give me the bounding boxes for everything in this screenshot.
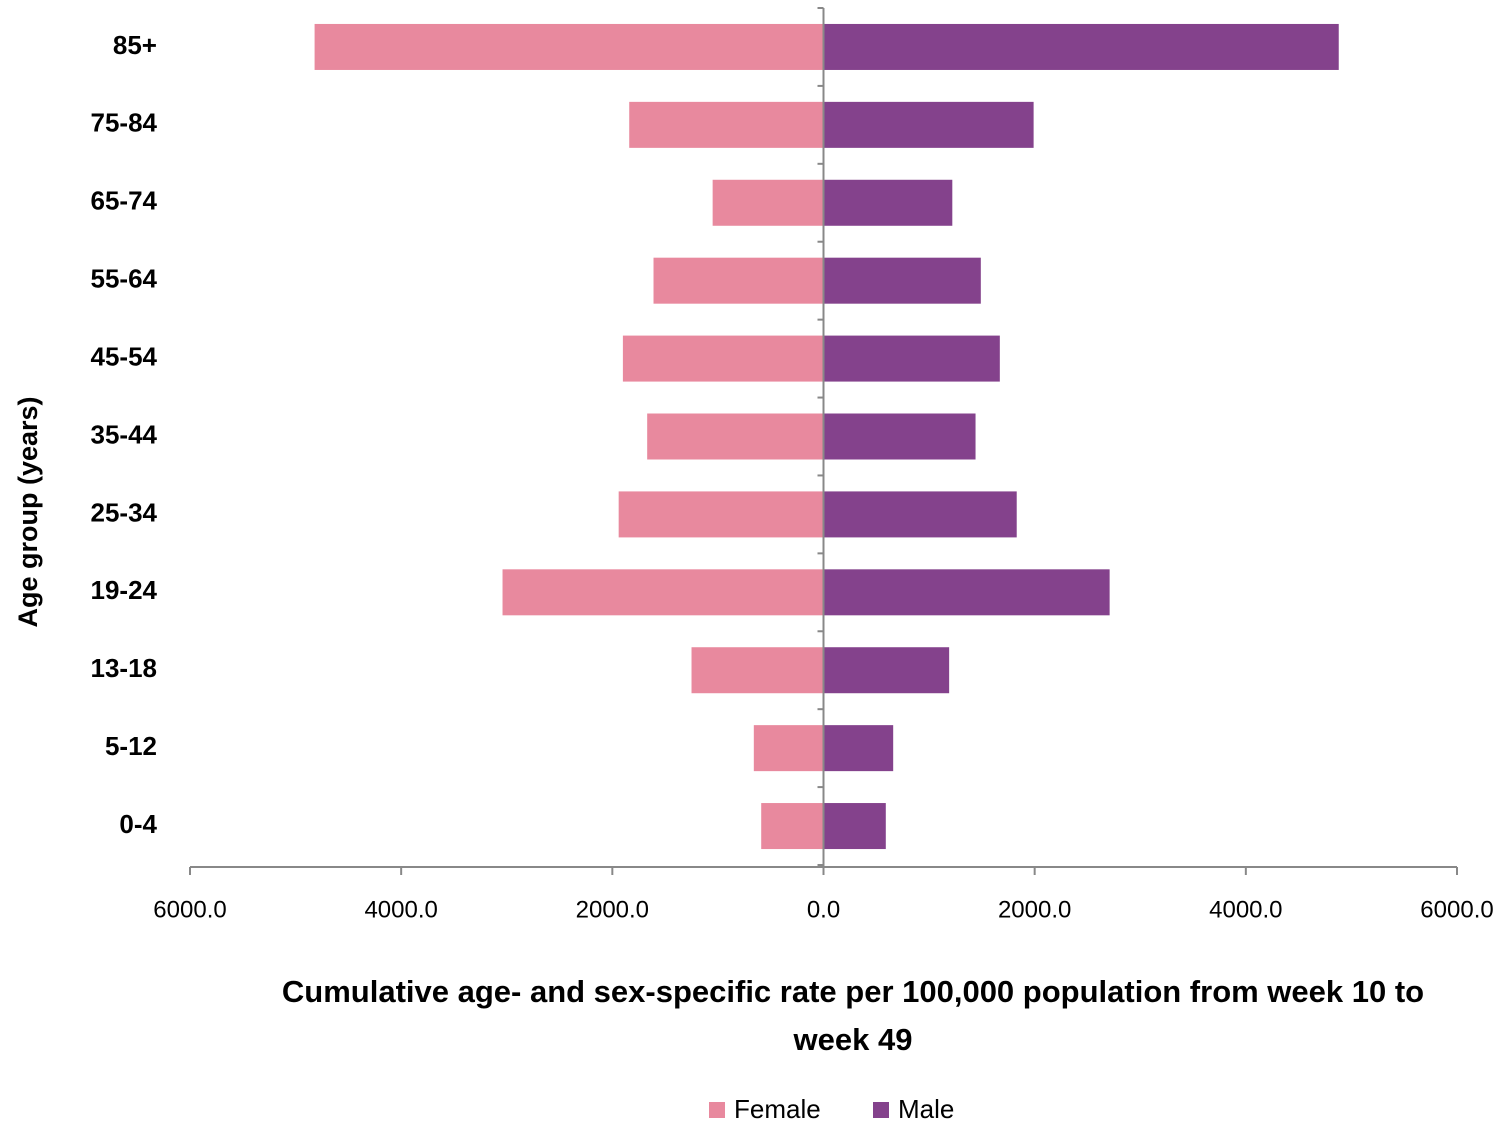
x-tick-label: 0.0 (807, 896, 840, 923)
bar (823, 413, 976, 460)
y-tick-label: 65-74 (91, 186, 158, 216)
bar (823, 23, 1339, 70)
x-tick-label: 4000.0 (364, 896, 437, 923)
y-tick-label: 0-4 (119, 809, 157, 839)
bar (653, 257, 824, 304)
y-tick-label: 19-24 (91, 575, 158, 605)
bar (823, 803, 886, 850)
bar (314, 23, 824, 70)
bar (761, 803, 824, 850)
bar (823, 335, 1000, 382)
bar (823, 257, 981, 304)
y-tick-label: 25-34 (91, 497, 158, 527)
legend-swatch (873, 1102, 889, 1118)
bar (629, 101, 824, 148)
bar (823, 647, 950, 694)
bar (647, 413, 824, 460)
y-tick-label: 45-54 (91, 341, 158, 371)
bar (823, 569, 1110, 616)
x-tick-label: 4000.0 (1209, 896, 1282, 923)
bar (622, 335, 824, 382)
bar (753, 725, 824, 772)
bar (823, 179, 953, 226)
y-tick-label: 85+ (113, 30, 157, 60)
y-tick-label: 5-12 (105, 731, 157, 761)
x-axis-title: Cumulative age- and sex-specific rate pe… (281, 974, 1425, 1057)
bar (823, 491, 1017, 538)
x-tick-label: 6000.0 (153, 896, 226, 923)
x-tick-label: 2000.0 (576, 896, 649, 923)
y-axis-title: Age group (years) (13, 396, 43, 627)
x-tick-label: 2000.0 (998, 896, 1071, 923)
y-tick-label: 55-64 (91, 264, 158, 294)
bar (823, 101, 1034, 148)
bar (823, 725, 894, 772)
legend-swatch (709, 1102, 725, 1118)
bar (502, 569, 824, 616)
legend-label: Female (734, 1094, 821, 1124)
legend-label: Male (898, 1094, 954, 1124)
bar (618, 491, 824, 538)
x-tick-label: 6000.0 (1420, 896, 1493, 923)
bar (712, 179, 824, 226)
y-tick-label: 13-18 (91, 653, 158, 683)
y-tick-label: 35-44 (91, 419, 158, 449)
bar (691, 647, 824, 694)
y-tick-label: 75-84 (91, 108, 158, 138)
